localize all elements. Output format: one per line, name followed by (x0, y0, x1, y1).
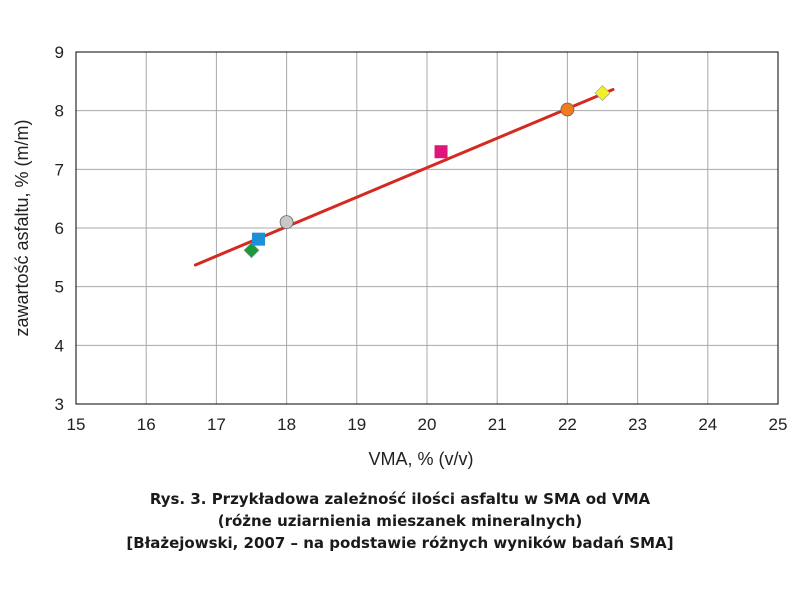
data-point-circle (560, 102, 575, 117)
y-tick-label: 7 (55, 160, 64, 179)
figure-caption: Rys. 3. Przykładowa zależność ilości asf… (0, 488, 800, 554)
x-tick-label: 20 (418, 415, 437, 434)
chart: 15 16 17 18 19 20 21 22 23 24 25 3 4 5 6 7 8 9 VMA, % (v… (12, 43, 788, 469)
x-tick-label: 17 (207, 415, 226, 434)
x-tick-label: 25 (769, 415, 788, 434)
caption-line-1: Rys. 3. Przykładowa zależność ilości asf… (149, 490, 651, 508)
y-axis-label: zawartość asfaltu, % (m/m) (12, 119, 32, 336)
x-tick-label: 15 (67, 415, 86, 434)
x-tick-label: 16 (137, 415, 156, 434)
x-tick-label: 23 (628, 415, 647, 434)
data-point-square (434, 145, 448, 159)
data-point-diamond (594, 85, 611, 101)
plot-area (75, 51, 779, 405)
y-tick-label: 6 (55, 219, 64, 238)
y-tick-label: 8 (55, 102, 64, 121)
x-axis-ticks: 15 16 17 18 19 20 21 22 23 24 25 (67, 415, 788, 434)
x-tick-label: 19 (347, 415, 366, 434)
x-tick-label: 22 (558, 415, 577, 434)
data-points (243, 85, 611, 259)
y-tick-label: 5 (55, 278, 64, 297)
y-tick-label: 9 (55, 43, 64, 62)
data-point-square (252, 232, 266, 246)
data-point-circle (279, 215, 294, 230)
caption-line-3: [Błażejowski, 2007 – na podstawie różnyc… (126, 534, 674, 552)
x-tick-label: 21 (488, 415, 507, 434)
x-tick-label: 18 (277, 415, 296, 434)
caption-line-2: (różne uziarnienia mieszanek mineralnych… (217, 512, 583, 530)
x-tick-label: 24 (698, 415, 717, 434)
data-point-diamond (243, 242, 260, 259)
grid (75, 51, 779, 405)
y-axis-ticks: 3 4 5 6 7 8 9 (55, 43, 64, 414)
x-axis-label: VMA, % (v/v) (368, 449, 473, 469)
y-tick-label: 3 (55, 395, 64, 414)
y-tick-label: 4 (55, 336, 64, 355)
